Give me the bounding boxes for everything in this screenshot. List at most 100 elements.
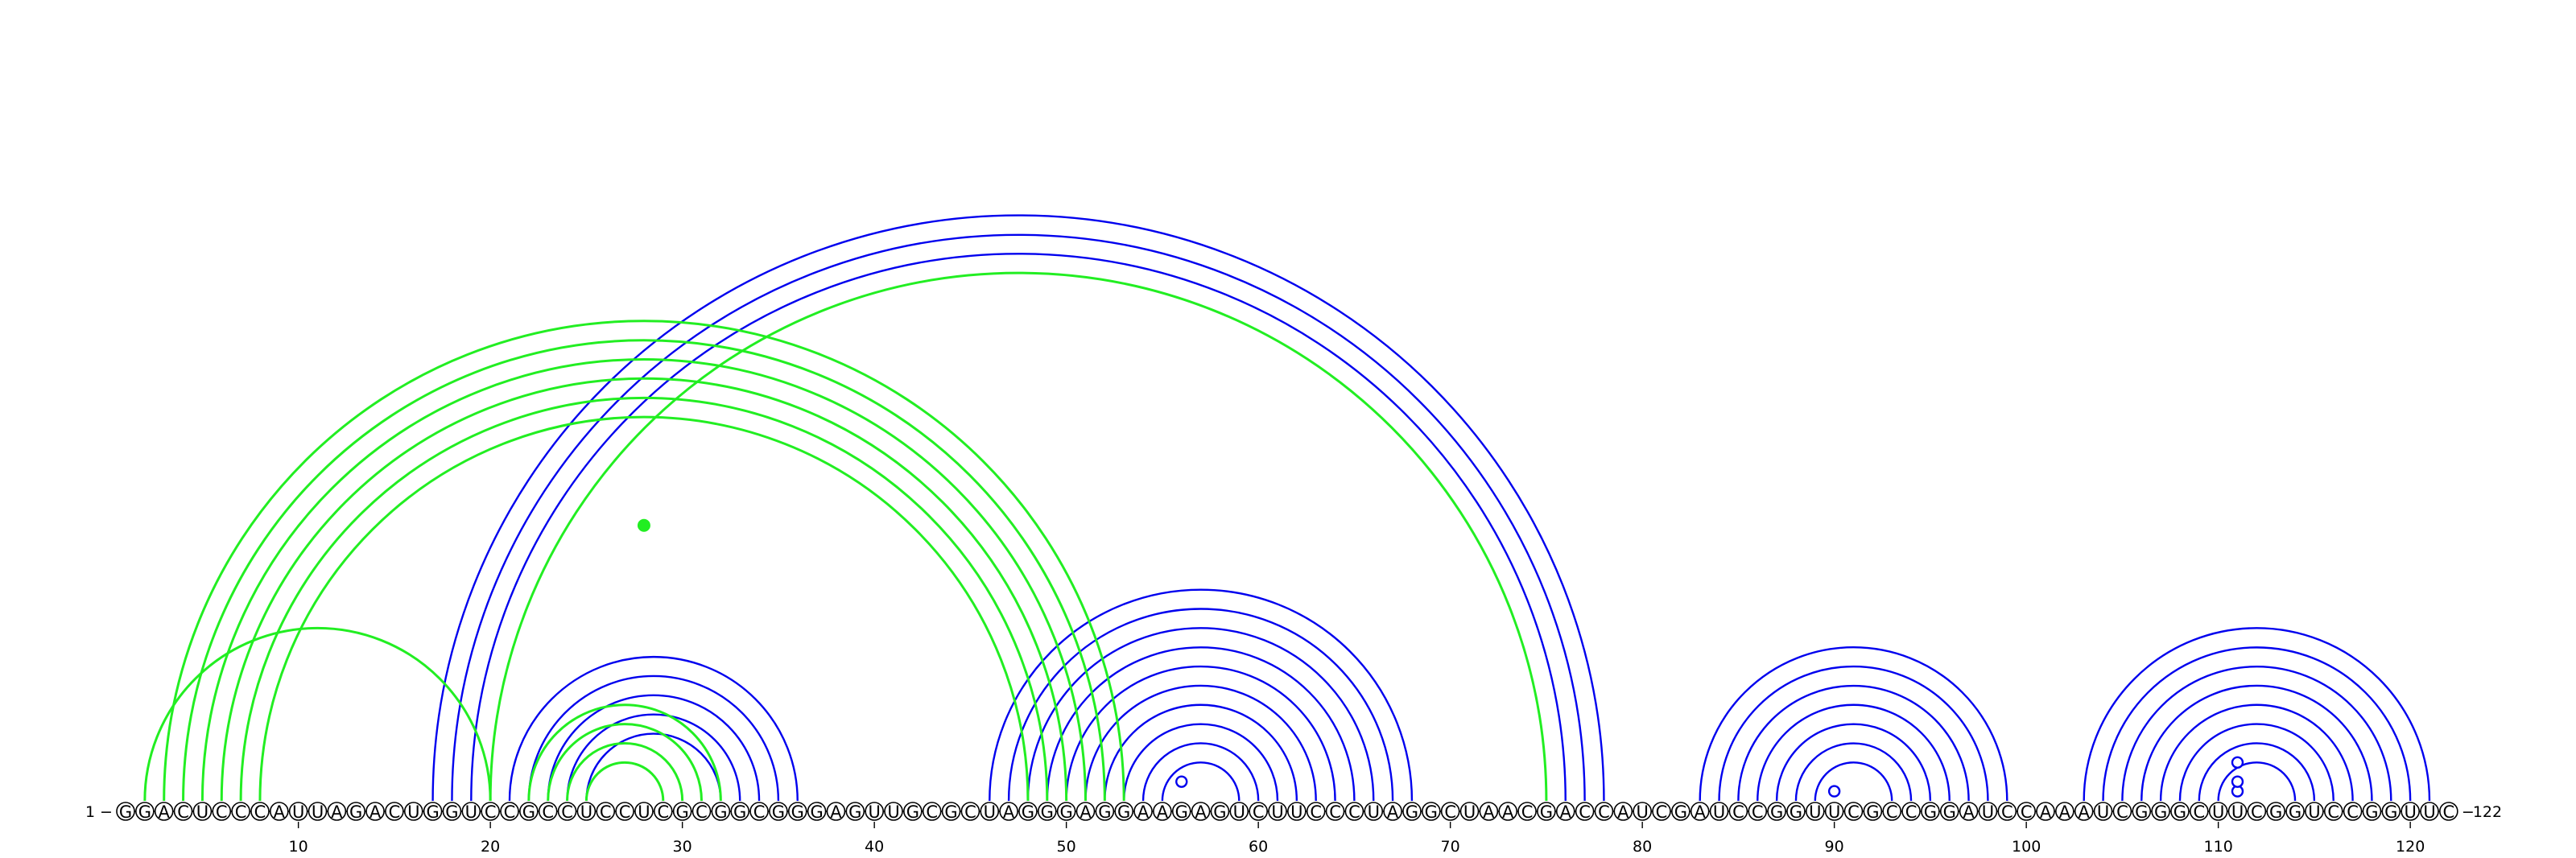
blue-bulge-marker-56: [1175, 775, 1188, 788]
nucleotide-circle: [1268, 802, 1287, 821]
green-arc-5-51: [200, 358, 1087, 802]
nucleotide-letter: G: [791, 802, 804, 822]
nucleotide-7: C: [231, 802, 250, 822]
nucleotide-circle: [1018, 802, 1038, 821]
nucleotide-letter: G: [1790, 802, 1802, 822]
nucleotide-95: G: [1921, 802, 1940, 822]
nucleotide-circle: [1306, 802, 1326, 821]
blue-arc-83-99: [1699, 646, 2008, 802]
nucleotide-73: A: [1498, 802, 1517, 822]
nucleotide-circle: [903, 802, 923, 821]
blue-arc-109-115: [2198, 742, 2316, 802]
nucleotide-67: A: [1383, 802, 1402, 822]
nucleotide-letter: A: [2040, 802, 2052, 822]
nucleotide-letter: A: [1695, 802, 1707, 822]
nucleotide-letter: A: [1003, 802, 1015, 822]
green-arc-6-50: [220, 377, 1068, 802]
nucleotide-34: C: [749, 802, 769, 822]
nucleotide-letter: C: [1329, 802, 1341, 822]
nucleotide-circle: [1440, 802, 1460, 821]
nucleotide-letter: A: [1080, 802, 1092, 822]
nucleotide-31: C: [691, 802, 712, 822]
nucleotide-letter: C: [1348, 802, 1360, 822]
nucleotide-23: C: [538, 802, 558, 822]
nucleotide-letter: U: [2231, 802, 2244, 822]
nucleotide-letter: A: [369, 802, 382, 822]
nucleotide-circle: [1786, 802, 1806, 821]
nucleotide-letter: C: [1521, 802, 1534, 822]
nucleotide-letter: A: [1560, 802, 1572, 822]
nucleotide-71: U: [1459, 802, 1480, 822]
nucleotide-letter: G: [2289, 802, 2301, 822]
nucleotide-letter: U: [2404, 802, 2416, 822]
nucleotide-letter: C: [177, 802, 189, 822]
nucleotide-52: G: [1095, 802, 1115, 822]
nucleotide-circle: [1824, 802, 1844, 821]
blue-arc-24-33: [566, 713, 741, 802]
nucleotide-84: U: [1709, 802, 1729, 822]
ticks-layer: 10 20 30 40 50 60 70 80 90 100 110 120: [289, 822, 2425, 856]
nucleotide-circle: [154, 802, 174, 821]
nucleotide-letter: C: [2443, 802, 2455, 822]
blue-arc-84-98: [1718, 665, 1989, 802]
nucleotide-circle: [346, 802, 366, 821]
blue-arc-85-97: [1737, 684, 1970, 802]
nucleotide-68: G: [1402, 802, 1422, 822]
green-point-marker: [637, 518, 650, 532]
nucleotide-circle: [865, 802, 884, 821]
nucleotide-81: C: [1652, 802, 1671, 822]
nucleotide-circle: [327, 802, 347, 821]
nucleotide-circle: [787, 802, 807, 821]
green-arc-7-49: [239, 396, 1049, 802]
nucleotide-circle: [2323, 802, 2343, 821]
nucleotide-3: A: [154, 802, 174, 822]
nucleotide-circle: [1843, 802, 1864, 821]
nucleotide-circle: [2093, 802, 2113, 821]
nucleotide-circle: [2036, 802, 2055, 821]
nucleotide-circle: [2266, 802, 2285, 821]
nucleotide-letter: C: [696, 802, 708, 822]
nucleotide-6: C: [212, 802, 232, 822]
blue-bulge-marker-111: [2231, 756, 2244, 769]
nucleotide-circle: [231, 802, 250, 821]
nucleotide-letter: G: [1866, 802, 1879, 822]
nucleotide-51: A: [1075, 802, 1096, 822]
nucleotide-19: U: [461, 802, 481, 822]
nucleotide-circle: [2362, 802, 2382, 821]
nucleotide-114: G: [2285, 802, 2305, 822]
nucleotide-116: C: [2323, 802, 2343, 822]
nucleotide-93: C: [1882, 802, 1901, 822]
nucleotide-letter: U: [887, 802, 899, 822]
start-dash: −: [100, 803, 113, 821]
nucleotide-letter: C: [542, 802, 554, 822]
blue-arc-51-63: [1084, 684, 1317, 802]
nucleotide-letter: C: [1732, 802, 1744, 822]
nucleotide-letter: G: [733, 802, 746, 822]
nucleotide-letter: G: [349, 802, 362, 822]
nucleotide-21: C: [500, 802, 519, 822]
nucleotide-4: C: [173, 802, 193, 822]
nucleotide-letter: G: [1022, 802, 1034, 822]
nucleotide-circle: [2227, 802, 2248, 821]
nucleotide-circle: [1133, 802, 1153, 821]
green-arc-3-53: [163, 320, 1125, 802]
nucleotide-99: C: [1997, 802, 2017, 822]
nucleotide-102: A: [2055, 802, 2074, 822]
nucleotide-circle: [250, 802, 270, 821]
nucleotide-letter: G: [119, 802, 132, 822]
nucleotide-letter: A: [1502, 802, 1514, 822]
blue-arc-19-76: [470, 253, 1567, 802]
nucleotide-letter: U: [868, 802, 880, 822]
nucleotide-circle: [1325, 802, 1345, 821]
nucleotide-letter: C: [1310, 802, 1322, 822]
nucleotide-circle: [1690, 802, 1710, 821]
nucleotide-circle: [1997, 802, 2017, 821]
green-arc-8-48: [258, 415, 1030, 802]
arcs-layer: [143, 214, 2431, 802]
nucleotide-letter: U: [1463, 802, 1476, 822]
nucleotide-circle: [845, 802, 865, 821]
nucleotide-letter: U: [984, 802, 996, 822]
nucleotide-48: G: [1018, 802, 1038, 822]
green-arc-20-75: [489, 271, 1548, 802]
nucleotide-letter: G: [1406, 802, 1418, 822]
